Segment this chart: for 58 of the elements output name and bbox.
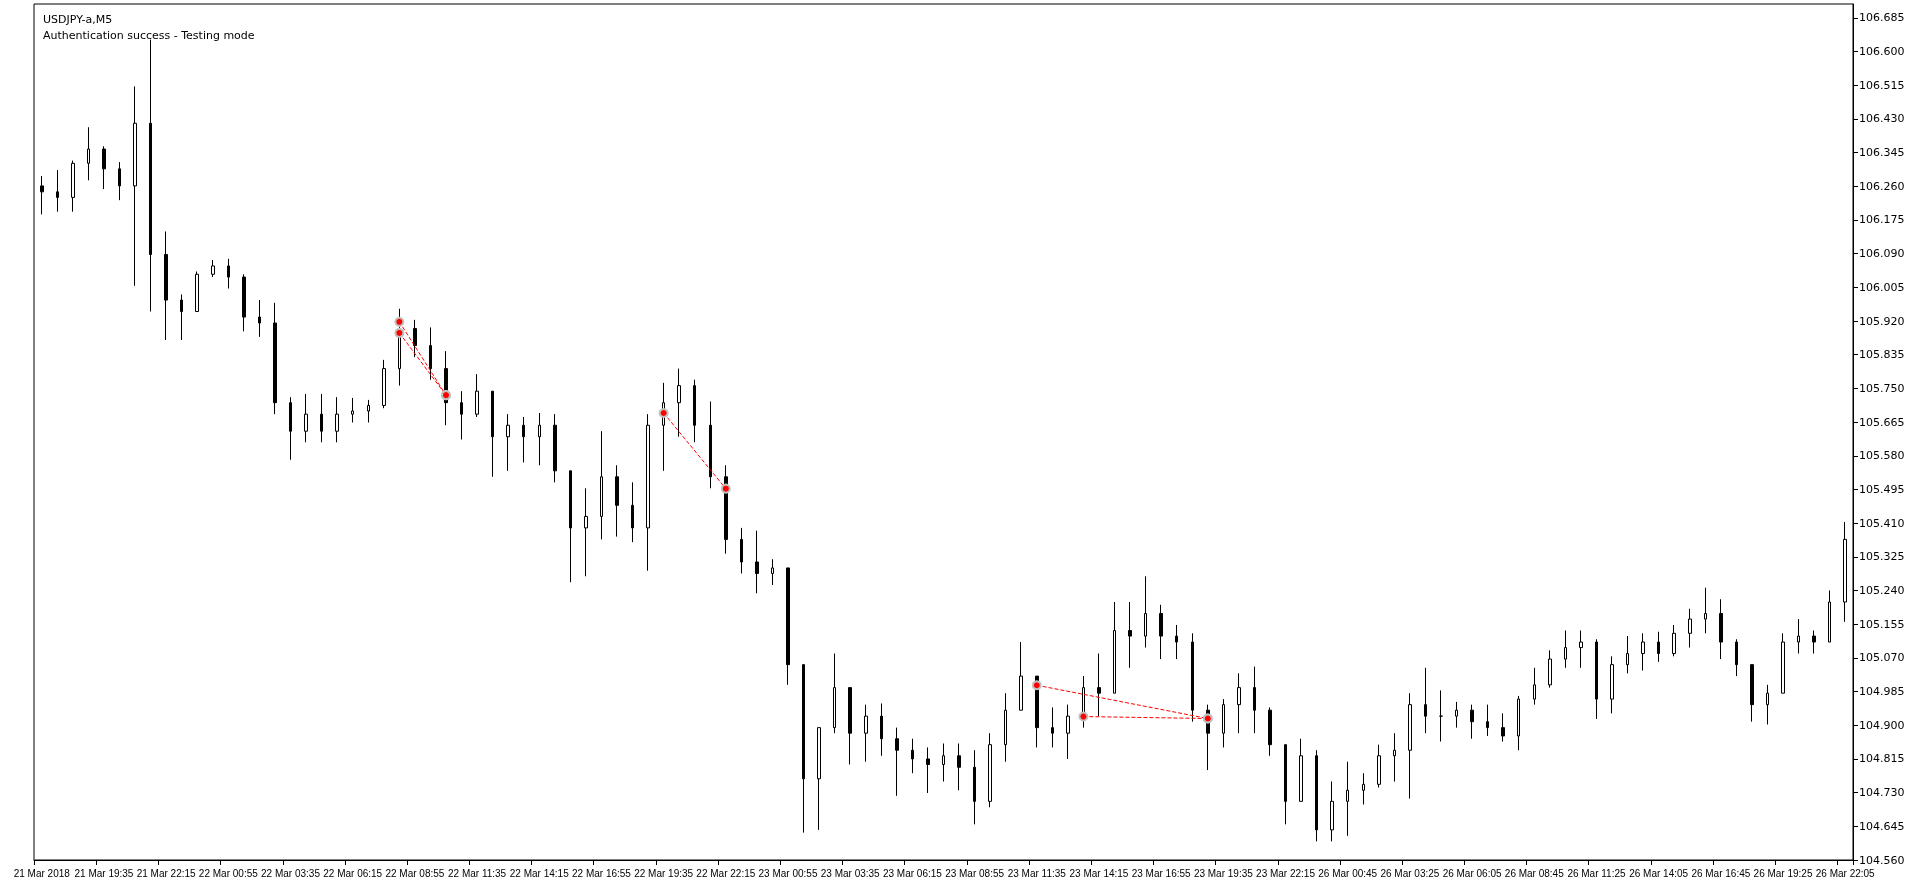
x-tick-label: 23 Mar 06:15	[882, 867, 943, 879]
x-tick-label: 26 Mar 19:25	[1753, 867, 1813, 879]
x-tick-label: 23 Mar 11:35	[1007, 867, 1067, 879]
y-tick-label: 105.070	[1859, 651, 1905, 665]
y-tick-label: 106.345	[1859, 146, 1905, 160]
y-tick-label: 106.005	[1859, 280, 1905, 294]
x-tick-label: 23 Mar 08:55	[945, 867, 1005, 879]
y-tick-label: 105.580	[1859, 449, 1905, 463]
x-tick-label: 22 Mar 03:35	[261, 867, 321, 879]
y-tick-label: 106.090	[1859, 247, 1905, 261]
x-tick-label: 21 Mar 2018	[13, 867, 71, 879]
x-tick-label: 26 Mar 08:45	[1504, 867, 1565, 879]
x-tick-label: 23 Mar 00:55	[758, 867, 818, 879]
x-tick-label: 23 Mar 22:15	[1256, 867, 1316, 879]
y-tick-label: 105.325	[1859, 550, 1905, 564]
x-tick-label: 26 Mar 16:45	[1691, 867, 1751, 879]
x-tick-label: 26 Mar 11:25	[1567, 867, 1626, 879]
x-tick-label: 22 Mar 06:15	[323, 867, 383, 879]
y-tick-label: 106.430	[1859, 112, 1905, 126]
y-tick-label: 106.260	[1859, 179, 1905, 193]
x-tick-label: 23 Mar 16:55	[1131, 867, 1192, 879]
x-tick-label: 26 Mar 03:25	[1380, 867, 1440, 879]
y-tick-label: 104.815	[1859, 752, 1905, 766]
x-tick-label: 22 Mar 19:35	[634, 867, 694, 879]
x-tick-label: 26 Mar 06:05	[1442, 867, 1502, 879]
x-tick-label: 26 Mar 22:05	[1815, 867, 1876, 879]
x-tick-label: 22 Mar 00:55	[198, 867, 259, 879]
x-tick-label: 26 Mar 00:45	[1318, 867, 1378, 879]
x-tick-label: 22 Mar 11:35	[448, 867, 507, 879]
y-tick-label: 104.560	[1859, 853, 1905, 867]
y-tick-label: 105.495	[1859, 482, 1905, 496]
y-tick-label: 104.645	[1859, 819, 1905, 833]
y-tick-label: 105.665	[1859, 415, 1905, 429]
text: USDJPY-a,M5	[43, 13, 113, 26]
y-tick-label: 106.515	[1859, 78, 1905, 92]
x-tick-label: 21 Mar 19:35	[74, 867, 134, 879]
x-tick-label: 23 Mar 03:35	[820, 867, 881, 879]
x-tick-label: 23 Mar 14:15	[1069, 867, 1129, 879]
y-tick-label: 105.240	[1859, 584, 1905, 598]
y-tick-label: 106.600	[1859, 45, 1905, 59]
x-tick-label: 21 Mar 22:15	[136, 867, 197, 879]
y-tick-label: 106.175	[1859, 213, 1905, 227]
y-tick-label: 105.835	[1859, 348, 1905, 362]
text: Authentication success - Testing mode	[43, 29, 255, 42]
x-tick-label: 22 Mar 22:15	[696, 867, 756, 879]
y-tick-label: 105.750	[1859, 381, 1905, 395]
y-tick-label: 104.900	[1859, 718, 1905, 732]
y-tick-label: 105.410	[1859, 516, 1905, 530]
x-tick-label: 26 Mar 14:05	[1629, 867, 1689, 879]
x-tick-label: 22 Mar 14:15	[509, 867, 570, 879]
y-tick-label: 105.155	[1859, 617, 1905, 631]
y-tick-label: 104.730	[1859, 786, 1905, 800]
y-tick-label: 105.920	[1859, 314, 1905, 328]
x-tick-label: 22 Mar 08:55	[385, 867, 445, 879]
x-tick-label: 22 Mar 16:55	[572, 867, 632, 879]
x-tick-label: 23 Mar 19:35	[1193, 867, 1254, 879]
y-tick-label: 106.685	[1859, 11, 1905, 25]
y-tick-label: 104.985	[1859, 685, 1905, 699]
